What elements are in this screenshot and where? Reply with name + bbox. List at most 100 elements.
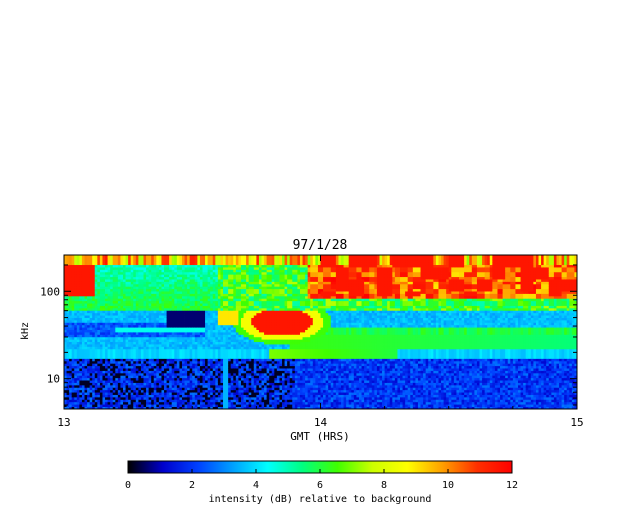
heatmap-cell — [89, 259, 93, 263]
heatmap-cell — [202, 276, 206, 280]
heatmap-cell — [69, 298, 73, 302]
heatmap-cell — [110, 271, 114, 275]
heatmap-cell — [130, 279, 134, 282]
heatmap-cell — [164, 281, 167, 285]
heatmap-cell — [228, 392, 232, 395]
heatmap-cell — [187, 303, 191, 306]
heatmap-cell — [164, 351, 167, 355]
heatmap-cell — [212, 384, 216, 388]
heatmap-cell — [148, 332, 152, 335]
heatmap-cell — [112, 269, 116, 273]
heatmap-cell — [243, 327, 247, 330]
heatmap-cell — [217, 324, 221, 328]
heatmap-cell — [215, 283, 219, 287]
heatmap-cell — [148, 307, 152, 311]
heatmap-cell — [81, 382, 85, 386]
heatmap-cell — [138, 339, 142, 343]
heatmap-cell — [76, 339, 80, 343]
heatmap-cell — [94, 389, 98, 393]
heatmap-cell — [89, 255, 93, 258]
heatmap-cell — [84, 339, 88, 343]
heatmap-cell — [97, 392, 101, 395]
heatmap-cell — [235, 267, 239, 270]
heatmap-cell — [256, 344, 260, 347]
heatmap-cell — [81, 358, 85, 362]
heatmap-cell — [243, 387, 247, 391]
heatmap-cell — [215, 348, 219, 352]
heatmap-cell — [235, 319, 239, 323]
heatmap-cell — [181, 276, 185, 280]
heatmap-cell — [179, 389, 183, 393]
heatmap-cell — [240, 281, 244, 285]
heatmap-cell — [212, 259, 216, 263]
heatmap-cell — [99, 305, 103, 309]
heatmap-cell — [230, 303, 234, 306]
heatmap-cell — [174, 307, 178, 311]
heatmap-cell — [256, 264, 260, 268]
heatmap-cell — [161, 295, 165, 299]
heatmap-cell — [128, 276, 132, 280]
heatmap-cell — [184, 344, 188, 347]
heatmap-cell — [205, 365, 209, 369]
heatmap-cell — [138, 356, 142, 359]
heatmap-cell — [243, 377, 247, 381]
heatmap-cell — [140, 344, 144, 347]
heatmap-cell — [179, 375, 183, 379]
heatmap-cell — [243, 329, 247, 333]
heatmap-cell — [256, 365, 260, 369]
heatmap-cell — [76, 377, 80, 381]
heatmap-cell — [71, 305, 75, 309]
heatmap-cell — [84, 310, 88, 314]
heatmap-cell — [151, 389, 155, 393]
heatmap-cell — [64, 281, 67, 285]
heatmap-cell — [123, 372, 126, 376]
heatmap-cell — [161, 312, 165, 316]
heatmap-cell — [207, 271, 211, 275]
heatmap-cell — [146, 404, 150, 407]
heatmap-cell — [235, 368, 239, 371]
heatmap-cell — [187, 339, 191, 343]
heatmap-cell — [97, 356, 101, 359]
heatmap-cell — [212, 312, 216, 316]
heatmap-cell — [89, 351, 93, 355]
heatmap-cell — [84, 274, 88, 278]
heatmap-cell — [84, 324, 88, 328]
heatmap-cell — [240, 276, 244, 280]
heatmap-cell — [166, 389, 170, 393]
heatmap-cell — [128, 351, 132, 355]
heatmap-cell — [120, 353, 124, 357]
heatmap-cell — [156, 305, 160, 309]
heatmap-cell — [99, 279, 103, 282]
heatmap-cell — [89, 389, 93, 393]
heatmap-cell — [233, 307, 237, 311]
heatmap-cell — [238, 279, 242, 282]
heatmap-cell — [125, 293, 129, 297]
heatmap-cell — [261, 317, 265, 321]
heatmap-cell — [151, 375, 155, 379]
heatmap-cell — [212, 332, 216, 335]
heatmap-cell — [107, 332, 111, 335]
heatmap-cell — [138, 387, 142, 391]
heatmap-cell — [166, 269, 170, 273]
heatmap-cell — [261, 387, 265, 391]
heatmap-cell — [76, 315, 80, 318]
heatmap-cell — [161, 303, 165, 306]
heatmap-cell — [117, 368, 121, 371]
heatmap-cell — [112, 315, 116, 318]
heatmap-cell — [123, 392, 126, 395]
heatmap-cell — [94, 372, 98, 376]
heatmap-cell — [135, 276, 139, 280]
heatmap-cell — [207, 396, 211, 400]
heatmap-cell — [248, 348, 252, 352]
heatmap-cell — [171, 307, 175, 311]
heatmap-cell — [184, 353, 188, 357]
heatmap-cell — [133, 276, 137, 280]
heatmap-cell — [207, 291, 211, 294]
heatmap-cell — [64, 286, 67, 290]
heatmap-cell — [197, 368, 201, 371]
heatmap-cell — [246, 377, 250, 381]
heatmap-cell — [130, 329, 134, 333]
heatmap-cell — [84, 327, 88, 330]
heatmap-cell — [115, 315, 119, 318]
heatmap-cell — [243, 283, 247, 287]
